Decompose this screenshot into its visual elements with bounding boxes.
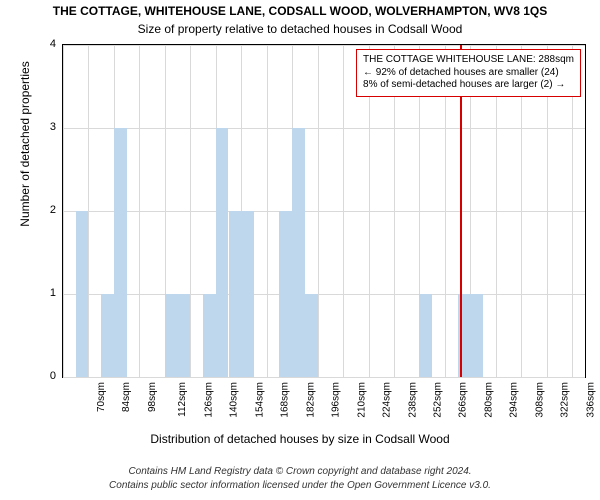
x-tick-label: 224sqm: [382, 382, 393, 418]
x-tick-label: 182sqm: [305, 382, 316, 418]
x-tick-label: 238sqm: [407, 382, 418, 418]
x-tick-label: 70sqm: [96, 382, 107, 412]
gridline-h: [63, 45, 585, 46]
histogram-bar: [76, 211, 89, 377]
x-tick-label: 154sqm: [254, 382, 265, 418]
y-axis-label: Number of detached properties: [18, 0, 32, 310]
histogram-bar: [165, 294, 178, 377]
x-tick-label: 196sqm: [331, 382, 342, 418]
x-tick-label: 168sqm: [280, 382, 291, 418]
annotation-line: ← 92% of detached houses are smaller (24…: [363, 67, 574, 80]
histogram-bar: [203, 294, 216, 377]
x-tick-label: 210sqm: [356, 382, 367, 418]
x-axis-label: Distribution of detached houses by size …: [0, 432, 600, 446]
x-tick-label: 252sqm: [433, 382, 444, 418]
histogram-bar: [279, 211, 292, 377]
histogram-bar: [470, 294, 483, 377]
y-tick-label: 1: [32, 287, 56, 299]
x-tick-label: 322sqm: [560, 382, 571, 418]
annotation-box: THE COTTAGE WHITEHOUSE LANE: 288sqm← 92%…: [356, 49, 581, 97]
histogram-bar: [292, 128, 305, 377]
histogram-bar: [178, 294, 191, 377]
x-tick-label: 308sqm: [534, 382, 545, 418]
y-tick-label: 4: [32, 38, 56, 50]
plot-area: THE COTTAGE WHITEHOUSE LANE: 288sqm← 92%…: [62, 44, 586, 378]
footer-copyright-line-1: Contains HM Land Registry data © Crown c…: [0, 466, 600, 477]
annotation-line: 8% of semi-detached houses are larger (2…: [363, 79, 574, 92]
x-tick-label: 98sqm: [147, 382, 158, 412]
x-tick-label: 280sqm: [484, 382, 495, 418]
gridline-h: [63, 128, 585, 129]
histogram-bar: [101, 294, 114, 377]
annotation-line: THE COTTAGE WHITEHOUSE LANE: 288sqm: [363, 54, 574, 67]
histogram-bar: [229, 211, 242, 377]
gridline-h: [63, 377, 585, 378]
histogram-bar: [241, 211, 254, 377]
gridline-h: [63, 294, 585, 295]
histogram-bar: [305, 294, 318, 377]
x-tick-label: 112sqm: [177, 382, 188, 417]
x-tick-label: 140sqm: [229, 382, 240, 418]
histogram-bar: [114, 128, 127, 377]
x-tick-label: 84sqm: [121, 382, 132, 412]
x-tick-label: 336sqm: [585, 382, 596, 418]
footer-copyright-line-2: Contains public sector information licen…: [0, 480, 600, 491]
histogram-bar: [216, 128, 229, 377]
y-tick-label: 3: [32, 121, 56, 133]
chart-subtitle: Size of property relative to detached ho…: [0, 22, 600, 36]
x-tick-label: 126sqm: [203, 382, 214, 418]
y-tick-label: 2: [32, 204, 56, 216]
y-tick-label: 0: [32, 370, 56, 382]
histogram-bar: [419, 294, 432, 377]
chart-title: THE COTTAGE, WHITEHOUSE LANE, CODSALL WO…: [0, 4, 600, 18]
x-tick-label: 294sqm: [509, 382, 520, 418]
gridline-h: [63, 211, 585, 212]
x-tick-label: 266sqm: [458, 382, 469, 418]
